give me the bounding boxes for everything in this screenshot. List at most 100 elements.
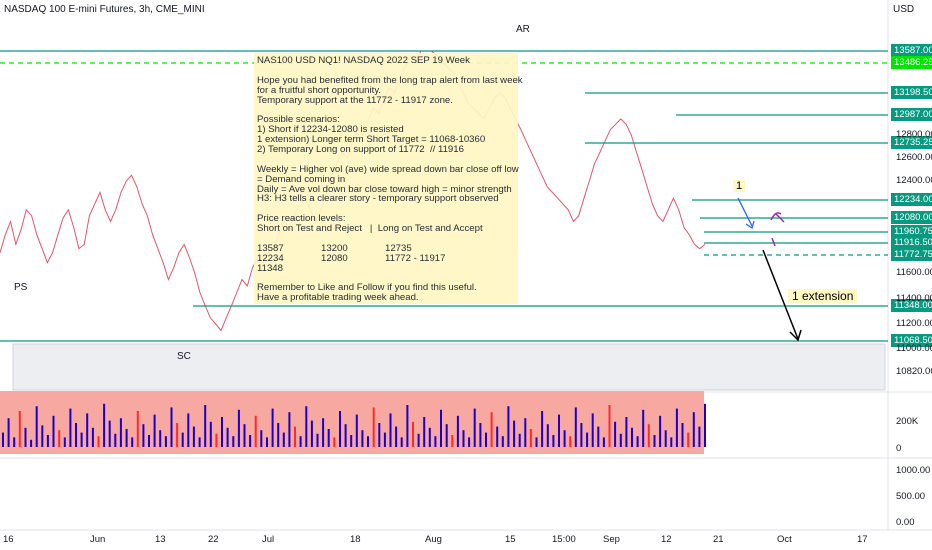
- price-level-tag: 11960.75: [891, 225, 932, 238]
- volume-bar: [13, 437, 16, 447]
- volume-bar: [46, 435, 49, 447]
- volume-bar: [159, 430, 162, 447]
- volume-bar: [86, 413, 89, 447]
- time-tick-label: 18: [350, 534, 361, 545]
- volume-bar: [41, 425, 44, 447]
- note-line: 1 extension) Longer term Short Target = …: [257, 134, 486, 146]
- volume-bar: [591, 413, 594, 447]
- volume-bar: [215, 433, 218, 447]
- volume-bar: [361, 430, 364, 447]
- volume-tick-label: 200K: [896, 416, 919, 427]
- volume-bar: [400, 437, 403, 447]
- volume-bar: [294, 426, 296, 447]
- volume-bar: [496, 426, 499, 447]
- volume-bar: [372, 407, 375, 447]
- time-tick-label: Oct: [777, 534, 792, 545]
- note-line: Daily = Ave vol down bar close toward hi…: [257, 183, 512, 195]
- time-tick-label: 21: [713, 534, 724, 545]
- volume-bars-group: [2, 403, 706, 447]
- volume-bar: [417, 433, 420, 447]
- volume-bar: [631, 427, 633, 447]
- volume-bar: [625, 417, 628, 447]
- volume-bar: [546, 424, 549, 447]
- volume-bar: [75, 423, 77, 447]
- volume-bar: [63, 437, 66, 447]
- note-line: 2) Temporary Long on support of 11772 //…: [257, 144, 464, 156]
- volume-bar: [136, 411, 139, 447]
- volume-bar: [395, 426, 398, 447]
- currency-label: USD: [893, 4, 915, 15]
- volume-bar: [108, 420, 111, 447]
- volume-bar: [647, 424, 650, 447]
- scenario-1-callout: 1: [733, 180, 746, 192]
- volume-bar: [574, 407, 577, 447]
- volume-bar: [412, 421, 414, 447]
- price-tick-label: 10820.00: [896, 366, 932, 377]
- volume-bar: [485, 432, 487, 447]
- chart-title: NASDAQ 100 E-mini Futures, 3h, CME_MINI: [4, 4, 205, 15]
- price-tick-label: 11400.00: [896, 293, 932, 304]
- volume-tick-label: 0: [896, 443, 902, 454]
- extension-callout: 1 extension: [788, 289, 858, 303]
- volume-bar: [18, 411, 21, 447]
- volume-bar: [698, 426, 701, 447]
- volume-bar: [524, 418, 527, 447]
- volume-bar: [153, 414, 156, 447]
- volume-bar: [288, 412, 291, 447]
- volume-bar: [52, 415, 55, 447]
- time-tick-label: 22: [208, 534, 219, 545]
- volume-bar: [277, 423, 280, 447]
- volume-bar: [586, 432, 589, 447]
- price-level-tag: 12234.00: [891, 193, 932, 206]
- volume-bar: [260, 430, 263, 447]
- volume-bar: [468, 437, 471, 447]
- note-line: 12234 12080 11772 - 11917: [257, 252, 446, 264]
- extension-arrow-head: [789, 329, 802, 342]
- volume-bar: [529, 429, 532, 447]
- volume-bar: [423, 417, 426, 447]
- volume-bar: [490, 412, 493, 447]
- volume-bar: [355, 414, 358, 447]
- analysis-note[interactable]: NAS100 USD NQ1! NASDAQ 2022 SEP 19 Week H…: [254, 53, 523, 304]
- volume-bar: [69, 408, 72, 447]
- volume-bar: [226, 427, 229, 447]
- volume-bar: [271, 408, 274, 447]
- volume-bar: [378, 423, 381, 447]
- price-level-tag: 13587.00: [891, 44, 932, 57]
- volume-bar: [148, 435, 150, 447]
- volume-bar: [670, 437, 673, 447]
- volume-bar: [114, 433, 117, 447]
- volume-bar: [176, 423, 179, 447]
- volume-bar: [7, 418, 10, 447]
- volume-bar: [2, 432, 4, 447]
- volume-bar: [659, 415, 662, 447]
- small-arrow-head: [745, 220, 755, 230]
- volume-bar: [221, 417, 223, 447]
- volume-bar: [333, 437, 336, 447]
- volume-bar: [142, 424, 145, 447]
- volume-bar: [692, 412, 695, 447]
- volume-bar: [254, 415, 257, 447]
- price-level-tag: 11348.00: [891, 299, 932, 312]
- price-tick-label: 11200.00: [896, 318, 932, 329]
- volume-bar: [681, 423, 684, 447]
- target-zone-box: [12, 343, 886, 391]
- volume-bar: [282, 432, 285, 447]
- volume-bar: [187, 413, 190, 447]
- indicator-tick-label: 1000.00: [896, 465, 931, 476]
- note-line: 11348: [257, 262, 283, 274]
- volume-bar: [456, 415, 459, 447]
- time-tick-label: 12: [661, 534, 672, 545]
- price-level-tag: 11916.50: [891, 236, 932, 249]
- time-tick-label: Jun: [90, 534, 106, 545]
- price-level-tag: 13198.50: [891, 86, 932, 99]
- volume-bar: [131, 437, 134, 447]
- note-line: 1) Short if 12234-12080 is resisted: [257, 124, 404, 136]
- volume-bar: [535, 437, 538, 447]
- volume-bar: [327, 429, 330, 447]
- volume-bar: [350, 435, 353, 447]
- time-tick-label: 15: [505, 534, 516, 545]
- volume-bar: [237, 409, 240, 447]
- volume-bar: [97, 436, 100, 447]
- volume-bar: [305, 406, 308, 447]
